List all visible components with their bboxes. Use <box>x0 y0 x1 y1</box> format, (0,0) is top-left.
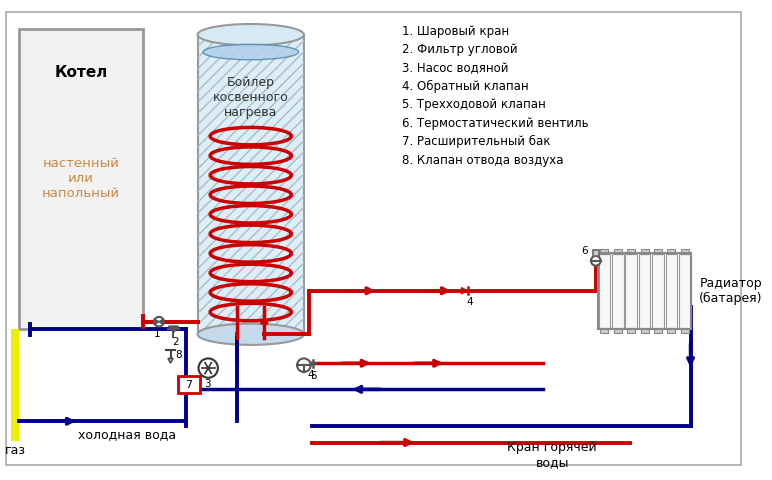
Bar <box>612 254 624 328</box>
Text: 7. Расширительный бак: 7. Расширительный бак <box>402 135 551 148</box>
Text: газ: газ <box>5 444 25 457</box>
Text: 3. Насос водяной: 3. Насос водяной <box>402 62 509 75</box>
Bar <box>178 376 199 393</box>
Text: 4. Обратный клапан: 4. Обратный клапан <box>402 80 529 93</box>
Text: холодная вода: холодная вода <box>78 428 176 441</box>
Text: 1: 1 <box>154 329 161 339</box>
Bar <box>19 29 144 329</box>
Bar <box>665 254 677 328</box>
Bar <box>681 249 689 254</box>
Bar <box>614 328 621 333</box>
Text: Радиатор
(батарея): Радиатор (батарея) <box>699 277 763 305</box>
Text: Котел: Котел <box>55 65 108 80</box>
Bar <box>593 250 599 256</box>
Circle shape <box>154 317 164 326</box>
Text: 8: 8 <box>175 349 181 360</box>
Bar <box>681 328 689 333</box>
Text: настенный
или
напольный: настенный или напольный <box>42 157 120 200</box>
Circle shape <box>198 359 218 378</box>
Text: 6: 6 <box>581 246 587 256</box>
Text: 6. Термостатический вентиль: 6. Термостатический вентиль <box>402 117 589 130</box>
Text: 4: 4 <box>307 370 314 380</box>
Circle shape <box>297 359 310 372</box>
Bar <box>667 249 676 254</box>
Bar <box>625 254 637 328</box>
Bar <box>641 249 648 254</box>
Text: 1. Шаровый кран: 1. Шаровый кран <box>402 25 510 38</box>
Bar <box>614 249 621 254</box>
Bar <box>654 249 662 254</box>
Text: 7: 7 <box>185 380 192 390</box>
Bar <box>627 328 635 333</box>
Bar <box>198 35 304 334</box>
Bar <box>639 254 650 328</box>
Polygon shape <box>159 319 164 324</box>
Bar <box>198 35 304 334</box>
Bar <box>598 253 692 329</box>
Bar <box>627 249 635 254</box>
Ellipse shape <box>198 24 304 45</box>
Bar <box>599 254 610 328</box>
Text: 2: 2 <box>172 337 178 347</box>
Polygon shape <box>168 326 178 333</box>
Text: 8. Клапан отвода воздуха: 8. Клапан отвода воздуха <box>402 154 564 167</box>
Polygon shape <box>462 288 468 294</box>
Circle shape <box>591 256 601 265</box>
Bar <box>601 328 608 333</box>
Text: Кран горячей
воды: Кран горячей воды <box>507 441 597 469</box>
Bar <box>654 328 662 333</box>
Text: 2. Фильтр угловой: 2. Фильтр угловой <box>402 43 518 56</box>
Polygon shape <box>168 359 173 363</box>
Polygon shape <box>154 319 159 324</box>
Ellipse shape <box>203 44 299 60</box>
Bar <box>641 328 648 333</box>
Bar <box>601 249 608 254</box>
Polygon shape <box>306 360 313 366</box>
Text: 3: 3 <box>204 379 211 388</box>
Bar <box>679 254 690 328</box>
Text: 4: 4 <box>467 298 473 307</box>
Text: 5. Трехходовой клапан: 5. Трехходовой клапан <box>402 98 547 111</box>
Bar <box>667 328 676 333</box>
Text: Бойлер
косвенного
нагрева: Бойлер косвенного нагрева <box>213 76 289 119</box>
Ellipse shape <box>198 324 304 345</box>
Text: 5: 5 <box>310 371 317 381</box>
Bar <box>652 254 664 328</box>
Bar <box>11 329 19 441</box>
